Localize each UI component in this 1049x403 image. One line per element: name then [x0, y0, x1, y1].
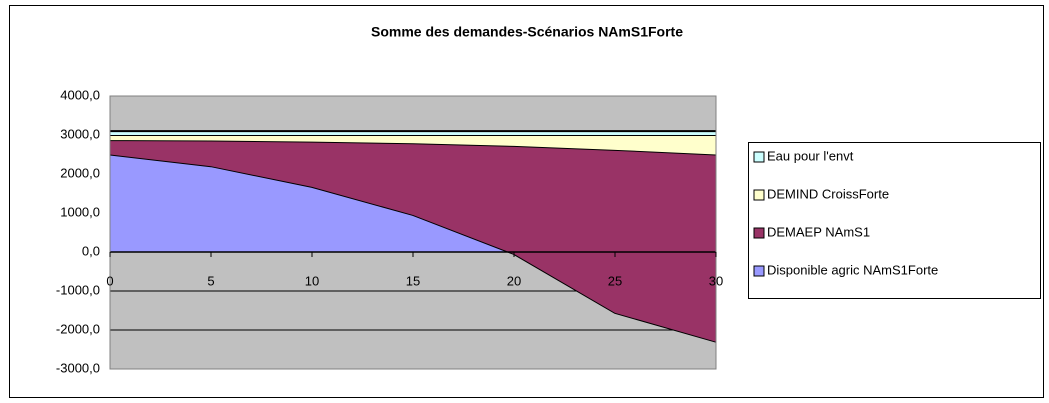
y-tick-label: -2000,0 — [56, 321, 100, 336]
legend-label: DEMAEP NAmS1 — [767, 224, 870, 239]
legend-swatch — [753, 189, 765, 201]
y-tick-label: 4000,0 — [60, 87, 100, 102]
area — [110, 154, 716, 342]
y-tick-label: -1000,0 — [56, 282, 100, 297]
legend-swatch — [753, 265, 765, 277]
area — [110, 135, 716, 155]
y-tick-label: 3000,0 — [60, 126, 100, 141]
x-tick-label: 5 — [207, 273, 214, 288]
y-tick-label: -3000,0 — [56, 360, 100, 375]
legend — [748, 142, 1041, 299]
legend-label: Disponible agric NAmS1Forte — [767, 262, 938, 277]
y-tick-label: 0,0 — [82, 243, 100, 258]
x-tick-label: 10 — [305, 273, 319, 288]
x-tick-label: 30 — [709, 273, 723, 288]
y-tick-label: 1000,0 — [60, 204, 100, 219]
area — [110, 140, 716, 342]
legend-swatch — [753, 151, 765, 163]
y-tick-label: 2000,0 — [60, 165, 100, 180]
x-tick-label: 15 — [406, 273, 420, 288]
legend-label: DEMIND CroissForte — [767, 186, 889, 201]
chart-title: Somme des demandes-Scénarios NAmS1Forte — [371, 24, 683, 40]
x-tick-label: 25 — [608, 273, 622, 288]
x-tick-label: 0 — [106, 273, 113, 288]
legend-swatch — [753, 227, 765, 239]
x-tick-label: 20 — [507, 273, 521, 288]
legend-label: Eau pour l'envt — [767, 148, 854, 163]
plot-border — [109, 95, 717, 370]
